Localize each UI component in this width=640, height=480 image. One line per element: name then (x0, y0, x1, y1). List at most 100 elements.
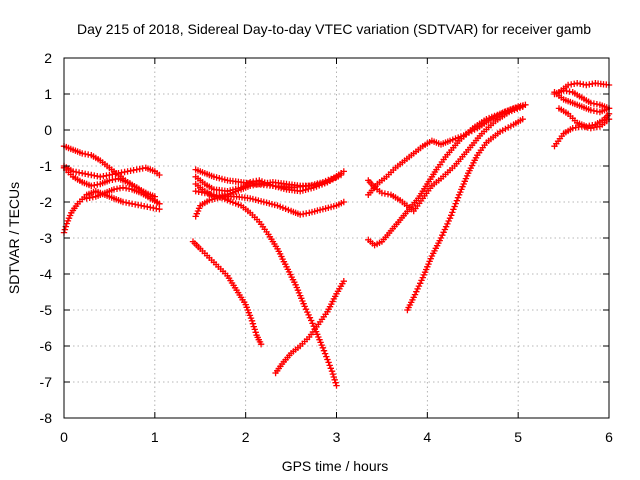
data-point (260, 198, 267, 206)
y-tick-label: 2 (44, 50, 52, 66)
data-point (444, 220, 451, 228)
data-point (413, 288, 420, 295)
data-point (417, 280, 424, 287)
data-point (218, 194, 226, 202)
y-tick-label: -6 (40, 338, 53, 354)
data-point (327, 365, 334, 372)
data-point (306, 314, 314, 321)
data-point (282, 205, 289, 212)
data-point (502, 108, 509, 115)
data-point (333, 382, 340, 389)
data-point (305, 311, 312, 319)
y-tick-label: -4 (40, 266, 53, 282)
data-point (326, 362, 333, 369)
y-tick-label: -2 (40, 194, 53, 210)
data-point (271, 201, 278, 209)
data-point (320, 347, 328, 354)
data-point (448, 212, 455, 219)
x-tick-label: 6 (605, 429, 613, 445)
data-point (415, 282, 423, 290)
data-point (445, 217, 452, 225)
data-point (450, 206, 457, 213)
series-track-15 (365, 103, 526, 249)
data-point (451, 203, 458, 210)
data-marks (60, 80, 613, 389)
grid (64, 58, 609, 418)
data-point (410, 294, 417, 301)
data-point (301, 303, 308, 310)
series-track-9 (192, 193, 347, 220)
data-point (502, 125, 509, 133)
data-point (251, 326, 258, 333)
data-point (330, 373, 337, 381)
data-point (446, 215, 454, 222)
x-tick-label: 4 (423, 429, 431, 445)
series-track-21 (555, 105, 613, 130)
data-point (316, 181, 323, 188)
data-point (309, 320, 316, 327)
data-point (452, 200, 459, 207)
series-track-20 (555, 80, 613, 96)
series-track-12 (272, 278, 347, 377)
data-point (340, 198, 347, 206)
data-point (454, 194, 462, 201)
data-point (411, 291, 419, 298)
data-point (324, 356, 331, 363)
data-point (329, 370, 337, 378)
data-point (446, 137, 454, 144)
data-point (437, 234, 445, 242)
y-tick-label: -5 (40, 302, 53, 318)
y-tick-label: -8 (40, 410, 53, 426)
data-point (249, 320, 257, 327)
y-tick-label: -1 (40, 158, 53, 174)
series-track-2 (60, 162, 163, 180)
data-point (519, 103, 526, 110)
data-point (325, 359, 332, 366)
tick-labels: 0 1 2 3 4 5 6 -8 -7 -6 -5 -4 -3 -2 -1 0 1 2 (40, 50, 614, 445)
data-point (250, 323, 257, 330)
data-point (302, 306, 310, 313)
data-point (206, 197, 213, 204)
data-point (442, 223, 450, 230)
data-point (156, 206, 163, 213)
data-point (323, 353, 330, 360)
series-track-10 (192, 188, 340, 389)
data-point (319, 344, 327, 351)
y-tick-label: 0 (44, 122, 52, 138)
data-point (340, 278, 347, 285)
chart-title: Day 215 of 2018, Sidereal Day-to-day VTE… (77, 21, 591, 37)
data-point (331, 376, 338, 383)
data-point (414, 285, 421, 293)
series-track-8 (192, 170, 345, 200)
data-point (441, 226, 449, 233)
y-tick-label: -7 (40, 374, 53, 390)
x-axis-label: GPS time / hours (282, 458, 389, 474)
data-point (440, 229, 447, 236)
y-axis-label: SDTVAR / TECUs (6, 182, 22, 294)
x-tick-label: 5 (514, 429, 522, 445)
data-point (304, 308, 311, 316)
data-point (439, 232, 446, 239)
data-point (218, 175, 226, 183)
data-point (257, 341, 265, 348)
data-point (325, 204, 332, 211)
data-point (453, 197, 461, 204)
series-track-11 (189, 238, 265, 348)
series-track-5 (83, 184, 163, 207)
data-point (328, 368, 336, 375)
data-point (519, 116, 526, 123)
series-track-16 (404, 116, 526, 314)
data-point (61, 226, 69, 233)
data-point (156, 171, 163, 179)
axis-ticks (63, 57, 610, 419)
data-point (449, 209, 456, 216)
x-tick-label: 2 (242, 429, 250, 445)
data-point (491, 112, 498, 120)
data-point (248, 317, 256, 324)
data-point (308, 317, 315, 324)
y-tick-label: -3 (40, 230, 53, 246)
data-point (332, 379, 339, 386)
data-point (418, 277, 425, 284)
data-point (316, 206, 324, 214)
x-tick-label: 1 (151, 429, 159, 445)
